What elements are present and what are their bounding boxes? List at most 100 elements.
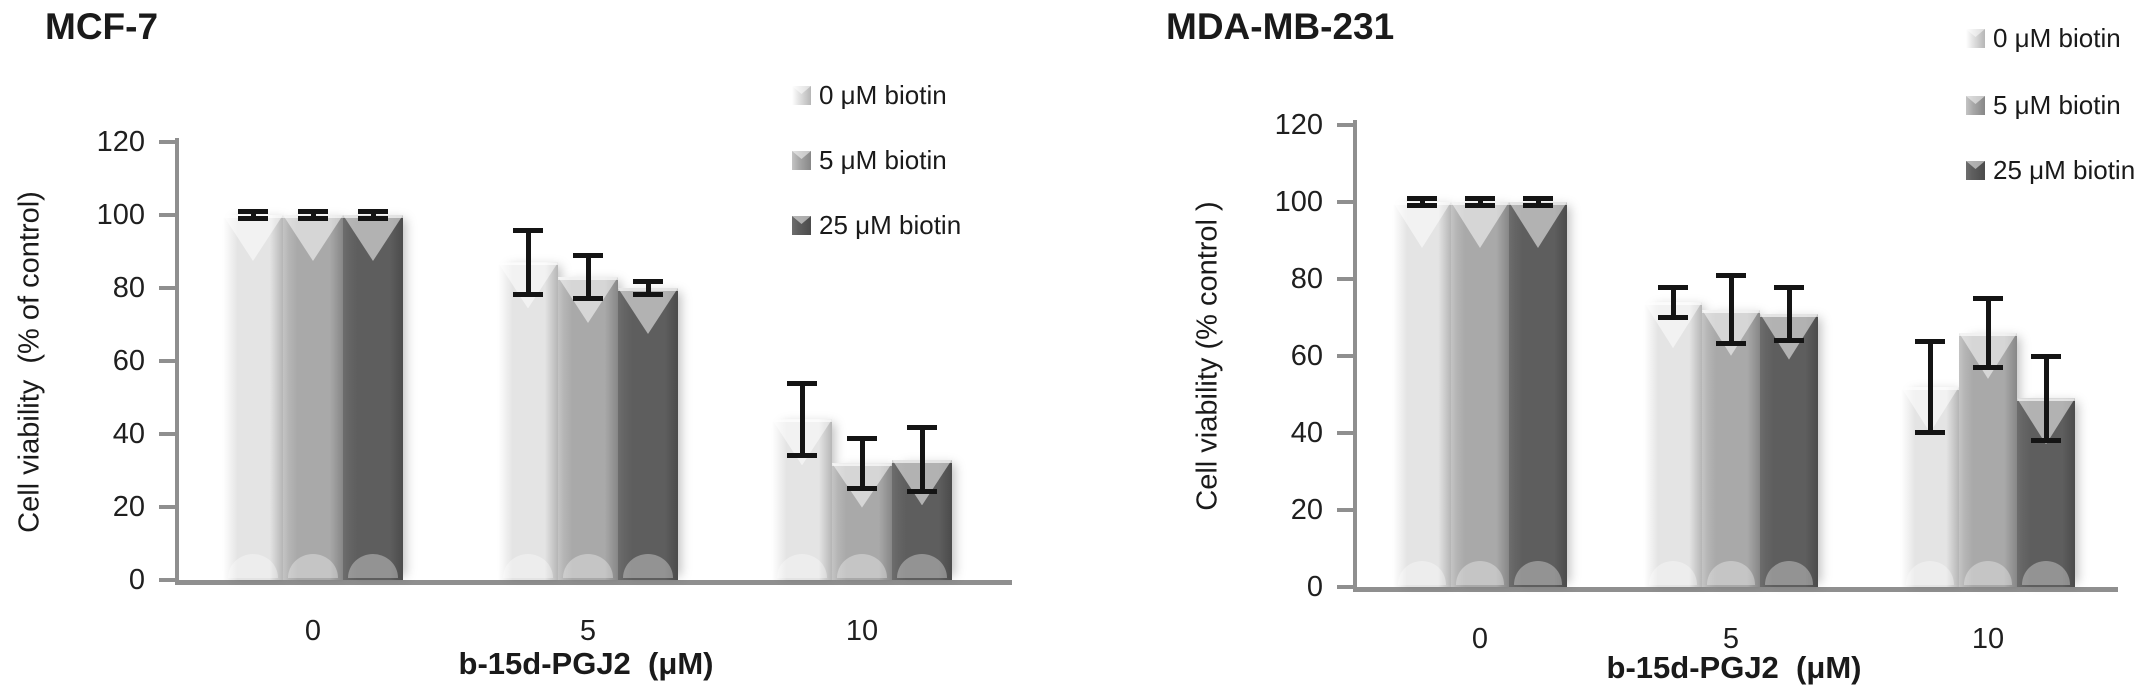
errorbar-cap-bottom-group1-series0 <box>1658 314 1688 320</box>
y-tick <box>159 359 175 363</box>
bar-group1-series0 <box>1644 302 1702 587</box>
x-tick-label: 10 <box>1971 623 2005 655</box>
errorbar-cap-bottom-group2-series2 <box>2031 437 2061 443</box>
errorbar-line-group0-series2 <box>1535 198 1541 206</box>
legend-item-series0: 0 μM biotin <box>1966 23 2121 54</box>
bar-group0-series2 <box>1509 202 1567 587</box>
errorbar-line-group2-series0 <box>1927 340 1933 433</box>
errorbar-cap-top-group2-series0 <box>1915 338 1945 344</box>
errorbar-cap-bottom-group2-series0 <box>787 452 817 458</box>
legend-marker-icon <box>792 216 811 235</box>
bar-bevel-notch <box>1393 202 1451 248</box>
y-tick-label: 0 <box>1306 571 1323 603</box>
errorbar-cap-top-group0-series2 <box>358 209 388 215</box>
bar-bottom-highlight <box>1905 560 1955 585</box>
y-tick-label: 40 <box>1290 417 1323 449</box>
legend-marker-icon <box>792 86 811 105</box>
legend-item-series0: 0 μM biotin <box>792 80 947 111</box>
bar-group1-series2 <box>1760 313 1818 587</box>
errorbar-cap-top-group0-series1 <box>1465 196 1495 202</box>
errorbar-cap-top-group2-series0 <box>787 380 817 386</box>
legend-item-series1: 5 μM biotin <box>792 145 947 176</box>
bar-bottom-highlight <box>287 554 339 578</box>
y-tick <box>1337 508 1353 512</box>
y-tick <box>1337 431 1353 435</box>
bar-bottom-highlight <box>1397 561 1447 585</box>
bar-group2-series1 <box>1959 332 2017 587</box>
y-tick <box>159 286 175 290</box>
legend-item-series1: 5 μM biotin <box>1966 90 2121 121</box>
errorbar-line-group1-series1 <box>1728 275 1734 345</box>
chart-title: MDA-MB-231 <box>1166 6 1395 47</box>
bar-bottom-highlight <box>836 553 888 578</box>
legend-marker-bevel <box>1966 161 1985 169</box>
errorbar-line-group0-series1 <box>1477 198 1483 206</box>
errorbar-cap-bottom-group2-series0 <box>1915 430 1945 435</box>
x-axis-title: b-15d-PGJ2 (μM) <box>1606 650 1862 685</box>
errorbar-line-group2-series1 <box>859 437 865 489</box>
y-tick <box>1337 354 1353 358</box>
bar-group1-series1 <box>558 277 618 580</box>
legend-marker-icon <box>1966 161 1985 180</box>
legend-marker-icon <box>792 151 811 170</box>
legend-label: 25 μM biotin <box>819 210 962 240</box>
y-tick-label: 120 <box>1274 109 1323 141</box>
errorbar-cap-bottom-group0-series1 <box>1465 202 1495 208</box>
errorbar-cap-bottom-group1-series0 <box>513 292 543 298</box>
errorbar-cap-top-group0-series1 <box>298 209 328 215</box>
y-axis-title: Cell viability (% of control) <box>13 191 46 533</box>
legend-label: 25 μM biotin <box>1993 155 2136 185</box>
legend-marker-bevel <box>792 151 811 159</box>
errorbar-line-group1-series0 <box>525 229 531 296</box>
y-tick-label: 120 <box>96 126 145 158</box>
errorbar-cap-bottom-group2-series2 <box>907 489 937 495</box>
errorbar-cap-top-group0-series2 <box>1523 196 1553 202</box>
errorbar-cap-bottom-group2-series1 <box>1973 364 2003 370</box>
bar-bevel-notch <box>283 215 343 261</box>
bar-bottom-highlight <box>562 553 614 578</box>
errorbar-cap-top-group2-series1 <box>1973 296 2003 302</box>
y-tick <box>159 505 175 509</box>
errorbar-line-group2-series0 <box>799 382 805 456</box>
errorbar-cap-top-group1-series2 <box>633 278 663 284</box>
y-tick <box>1337 200 1353 204</box>
x-tick-label: 5 <box>579 615 597 647</box>
bar-group2-series2 <box>892 459 952 580</box>
bar-group0-series0 <box>1393 202 1451 587</box>
bar-bevel-notch <box>223 215 283 261</box>
legend-item-series2: 25 μM biotin <box>792 210 961 241</box>
y-tick <box>159 213 175 217</box>
bar-bevel-notch <box>343 215 403 261</box>
legend-label: 0 μM biotin <box>1993 23 2121 53</box>
bar-bottom-highlight <box>776 553 828 578</box>
errorbar-cap-top-group2-series2 <box>907 424 937 430</box>
errorbar-cap-bottom-group1-series2 <box>1774 337 1804 343</box>
y-axis-title: Cell viability (% control ) <box>1191 201 1224 511</box>
bar-bottom-highlight <box>1455 561 1505 585</box>
y-tick-label: 100 <box>96 199 145 231</box>
legend-item-series2: 25 μM biotin <box>1966 155 2135 186</box>
y-tick-label: 40 <box>112 418 145 450</box>
errorbar-cap-top-group1-series1 <box>1716 273 1746 279</box>
y-tick-label: 0 <box>128 564 145 596</box>
bar-bevel-notch <box>1451 202 1509 248</box>
x-axis-line <box>1353 587 2118 592</box>
errorbar-line-group2-series2 <box>2043 356 2049 441</box>
y-tick-label: 80 <box>1290 263 1323 295</box>
bar-bottom-highlight <box>622 554 674 578</box>
y-tick <box>1337 123 1353 127</box>
y-tick-label: 80 <box>112 272 145 304</box>
chart-title: MCF-7 <box>45 6 159 47</box>
errorbar-line-group1-series2 <box>645 280 651 296</box>
bar-bottom-highlight <box>1706 560 1756 585</box>
x-tick-label: 10 <box>845 615 879 647</box>
y-axis-line <box>1353 120 1357 587</box>
errorbar-line-group1-series0 <box>1670 286 1676 318</box>
x-axis-line <box>175 580 1012 585</box>
bar-bottom-highlight <box>1513 561 1563 585</box>
bar-bottom-highlight <box>2021 560 2071 585</box>
errorbar-line-group0-series0 <box>250 211 256 219</box>
legend-marker-bevel <box>792 216 811 224</box>
errorbar-cap-top-group2-series1 <box>847 435 877 441</box>
